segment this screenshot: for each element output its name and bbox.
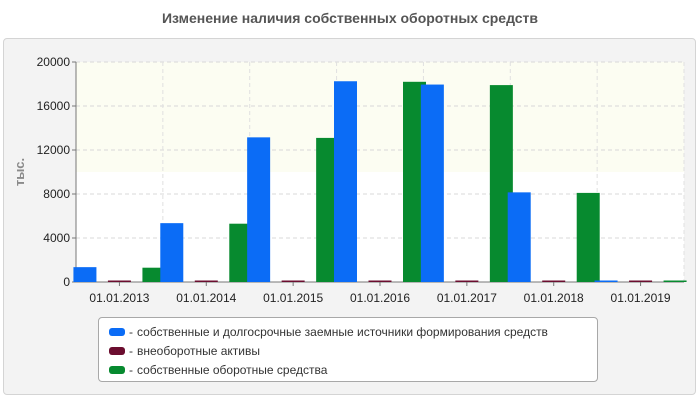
bar <box>142 267 166 282</box>
y-tick-label: 20000 <box>37 55 71 69</box>
bar <box>576 192 600 282</box>
plot-area-band <box>76 62 684 172</box>
x-tick-label: 01.01.2013 <box>89 291 149 305</box>
bar <box>542 280 566 282</box>
y-tick-label: 8000 <box>43 187 70 201</box>
legend: - собственные и долгосрочные заемные исто… <box>98 317 598 382</box>
x-tick-label: 01.01.2019 <box>611 291 671 305</box>
legend-item: - собственные и долгосрочные заемные исто… <box>109 322 587 341</box>
legend-swatch <box>109 365 125 374</box>
x-tick-label: 01.01.2016 <box>350 291 410 305</box>
bar <box>247 137 271 282</box>
bar <box>420 84 444 282</box>
legend-item: - собственные оборотные средства <box>109 360 587 379</box>
legend-label: собственные и долгосрочные заемные источ… <box>137 324 548 339</box>
legend-dash: - <box>129 343 133 358</box>
y-tick-label: 4000 <box>43 231 70 245</box>
bar <box>229 223 253 282</box>
bar <box>489 85 513 282</box>
legend-swatch <box>109 327 125 336</box>
x-tick-label: 01.01.2018 <box>524 291 584 305</box>
bar <box>368 280 392 282</box>
legend-label: собственные оборотные средства <box>137 362 328 377</box>
bar <box>455 280 479 282</box>
legend-label: внеоборотные активы <box>137 343 260 358</box>
bar <box>194 280 218 282</box>
y-tick-label: 12000 <box>37 143 71 157</box>
bar <box>316 137 340 282</box>
bar <box>507 192 531 282</box>
bar <box>73 267 97 282</box>
y-axis-label: тыс. <box>12 158 27 186</box>
x-tick-label: 01.01.2014 <box>176 291 236 305</box>
bar <box>594 280 618 282</box>
legend-swatch <box>109 346 125 355</box>
y-tick-label: 16000 <box>37 99 71 113</box>
bar <box>334 81 357 282</box>
bar <box>160 223 184 282</box>
legend-dash: - <box>129 324 133 339</box>
x-tick-label: 01.01.2015 <box>263 291 323 305</box>
bar <box>281 280 305 282</box>
x-tick-label: 01.01.2017 <box>437 291 497 305</box>
bar <box>663 280 687 282</box>
chart-title: Изменение наличия собственных оборотных … <box>161 10 539 26</box>
bar <box>107 280 131 282</box>
bar <box>403 81 426 282</box>
legend-item: - внеоборотные активы <box>109 341 587 360</box>
y-tick-label: 0 <box>63 275 70 289</box>
bar <box>629 280 653 282</box>
legend-dash: - <box>129 362 133 377</box>
